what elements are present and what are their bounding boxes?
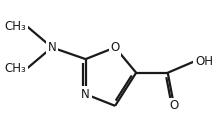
Text: OH: OH (195, 55, 213, 68)
Text: CH₃: CH₃ (5, 62, 27, 75)
Text: CH₃: CH₃ (5, 20, 27, 33)
Text: N: N (48, 41, 56, 54)
Text: O: O (169, 99, 179, 112)
Text: O: O (111, 41, 120, 54)
Text: N: N (81, 88, 90, 101)
